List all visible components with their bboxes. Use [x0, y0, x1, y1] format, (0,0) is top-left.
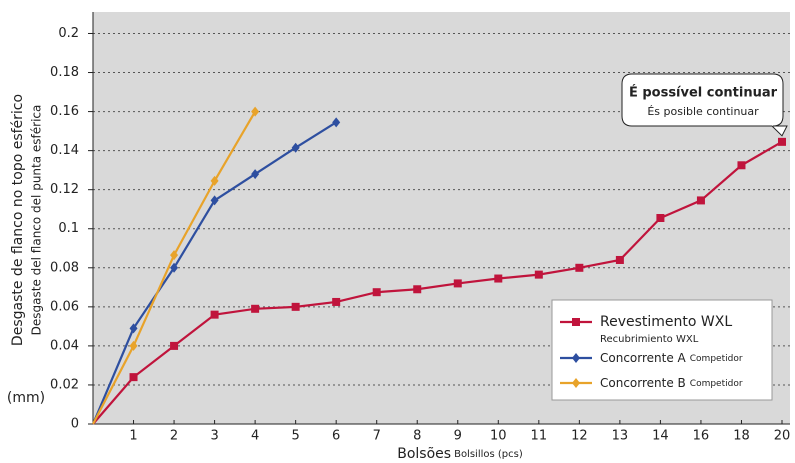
legend-name: Concorrente A — [600, 351, 687, 365]
annotation-title: É possível continuar — [629, 85, 778, 101]
y-title: Desgaste de flanco no topo esférico — [10, 94, 26, 346]
x-title: Bolsões Bolsillos (pcs) — [397, 446, 523, 462]
legend-label: Concorrente B Competidor — [600, 376, 743, 390]
y-subtitle: Desgaste del flanco del punta esférica — [30, 105, 44, 336]
x-tick-label: 8 — [413, 429, 421, 444]
y-tick-label: 0 — [71, 417, 79, 432]
y-tick-label: 0.16 — [50, 104, 79, 119]
callout — [621, 73, 788, 137]
y-tick-label: 0.14 — [50, 143, 79, 158]
marker — [615, 255, 624, 264]
legend-sublabel: Competidor — [690, 354, 743, 364]
marker — [291, 302, 300, 311]
legend-label: Concorrente A Competidor — [600, 351, 743, 365]
y-tick-label: 0.06 — [50, 299, 79, 314]
y-tick-label: 0.2 — [58, 26, 79, 41]
y-tick-label: 0.12 — [50, 182, 79, 197]
marker — [170, 262, 179, 273]
marker — [572, 318, 580, 326]
y-tick-label: 0.18 — [50, 65, 79, 80]
marker — [251, 106, 260, 117]
x-tick-label: 7 — [373, 429, 381, 444]
marker — [575, 263, 584, 272]
marker — [210, 195, 219, 206]
y-tick-label: 0.1 — [58, 221, 79, 236]
marker — [413, 285, 422, 294]
x-tick-label: 2 — [170, 429, 178, 444]
x-tick-label: 4 — [251, 429, 259, 444]
legend-label: Revestimento WXL — [600, 314, 732, 330]
marker — [453, 279, 462, 288]
marker — [210, 175, 219, 186]
x-tick-label: 1 — [129, 429, 137, 444]
marker — [251, 169, 260, 180]
x-title-main: Bolsões — [397, 446, 451, 462]
marker — [534, 270, 543, 279]
marker — [332, 297, 341, 306]
marker — [170, 341, 179, 350]
marker — [170, 250, 179, 261]
marker — [129, 340, 138, 351]
x-tick-label: 3 — [210, 429, 218, 444]
x-tick-label: 10 — [490, 429, 507, 444]
marker — [372, 288, 381, 297]
marker — [656, 214, 665, 222]
marker — [291, 142, 300, 153]
x-tick-label: 16 — [693, 429, 710, 444]
annotation-subtitle: És posible continuar — [647, 105, 759, 118]
series-line — [92, 140, 783, 425]
x-tick-label: 5 — [292, 429, 300, 444]
x-tick-label: 12 — [571, 429, 588, 444]
legend-sublabel: Competidor — [690, 379, 743, 389]
legend-sublabel: Recubrimiento WXL — [600, 334, 699, 345]
x-tick-label: 9 — [454, 429, 462, 444]
marker — [778, 137, 786, 146]
marker — [129, 373, 138, 382]
marker — [572, 378, 580, 388]
marker — [332, 117, 341, 128]
marker — [696, 196, 705, 205]
marker — [572, 353, 580, 363]
marker — [494, 274, 503, 283]
x-tick-label: 11 — [531, 429, 548, 444]
marker — [210, 310, 219, 319]
x-tick-label: 6 — [332, 429, 340, 444]
marker — [129, 323, 138, 334]
x-title-sub: Bolsillos (pcs) — [454, 449, 523, 460]
legend-name: Concorrente B — [600, 376, 686, 390]
y-tick-label: 0.02 — [50, 377, 79, 392]
y-unit: (mm) — [7, 390, 45, 406]
x-tick-label: 18 — [733, 429, 750, 444]
x-tick-label: 14 — [652, 429, 669, 444]
x-tick-label: 13 — [612, 429, 629, 444]
x-tick-label: 20 — [774, 429, 791, 444]
y-tick-label: 0.04 — [50, 338, 79, 353]
y-tick-label: 0.08 — [50, 260, 79, 275]
marker — [737, 161, 746, 170]
marker — [251, 304, 260, 313]
